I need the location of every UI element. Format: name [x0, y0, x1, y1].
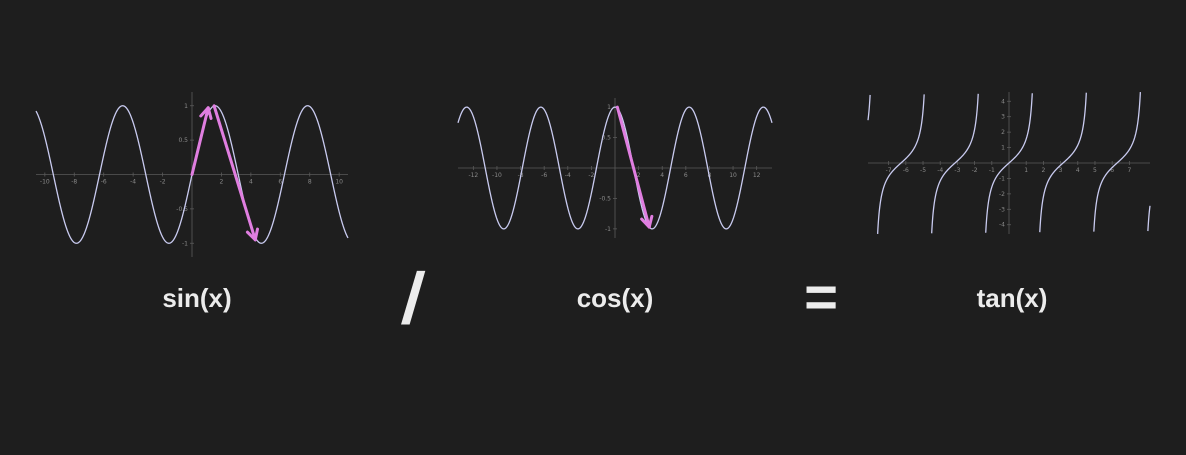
divide-operator: /	[398, 259, 428, 339]
x-tick-label: -3	[954, 167, 960, 174]
x-tick-label: -12	[468, 172, 478, 179]
annotation-arrow-head	[640, 217, 651, 229]
sin-label: sin(x)	[162, 283, 232, 313]
x-tick-label: -1	[989, 167, 995, 174]
y-tick-label: 0.5	[601, 135, 611, 142]
annotation-arrow-shaft	[212, 104, 257, 242]
x-tick-label: 10	[729, 172, 737, 179]
tan-curve	[867, 92, 1151, 234]
tan-chart-svg: -7 -6 -5 -4 -3 -2 -1 1 2 3 4 5 6 7 4 3 2 1 -1 -2 -3 -4	[867, 92, 1151, 234]
sin-chart: -10 -8 -6 -4 -2 2 4 6 8 10 1 0.5 -0.5 -1	[35, 92, 349, 257]
x-tick-label: -8	[71, 179, 77, 186]
x-tick-label: -4	[130, 179, 136, 186]
y-tick-label: 1	[1001, 145, 1005, 152]
equals-operator: =	[804, 265, 838, 330]
x-tick-label: 8	[308, 179, 312, 186]
x-tick-label: 1	[1024, 167, 1028, 174]
x-tick-label: 7	[1127, 167, 1131, 174]
tan-chart: -7 -6 -5 -4 -3 -2 -1 1 2 3 4 5 6 7 4 3 2 1 -1 -2 -3 -4	[867, 92, 1151, 234]
x-tick-label: 4	[1076, 167, 1080, 174]
annotation-arrow-head	[647, 214, 654, 229]
x-tick-label: -10	[492, 172, 502, 179]
x-tick-label: -10	[40, 179, 50, 186]
x-tick-label: 3	[1059, 167, 1063, 174]
x-tick-label: 12	[753, 172, 761, 179]
y-tick-label: -0.5	[599, 195, 611, 202]
cos-label: cos(x)	[576, 283, 654, 313]
y-tick-label: -0.5	[176, 206, 188, 213]
x-tick-label: 2	[1041, 167, 1045, 174]
x-tick-label: -6	[101, 179, 107, 186]
annotation-arrow-head	[206, 106, 213, 120]
cos-chart: -12 -10 -8 -6 -4 -2 2 4 6 8 10 12 1 0.5 -0.5 -1	[457, 98, 773, 238]
x-tick-label: 4	[249, 179, 253, 186]
x-tick-label: -2	[160, 179, 166, 186]
y-tick-label: 1	[607, 104, 611, 111]
y-tick-label: 2	[1001, 129, 1005, 136]
y-tick-label: 0.5	[178, 137, 188, 144]
annotation-arrow-shaft	[190, 106, 210, 176]
y-tick-label: 4	[1001, 98, 1005, 105]
x-tick-label: -5	[920, 167, 926, 174]
x-tick-label: -2	[972, 167, 978, 174]
y-tick-label: 3	[1001, 114, 1005, 121]
x-tick-label: 6	[278, 179, 282, 186]
x-tick-label: 6	[1110, 167, 1114, 174]
x-tick-label: 4	[660, 172, 664, 179]
sin-chart-svg: -10 -8 -6 -4 -2 2 4 6 8 10 1 0.5 -0.5 -1	[35, 92, 349, 257]
annotation-arrow-head	[253, 227, 259, 242]
x-tick-label: -6	[541, 172, 547, 179]
x-tick-label: 2	[220, 179, 224, 186]
x-tick-label: -2	[588, 172, 594, 179]
x-tick-label: -4	[937, 167, 943, 174]
y-tick-label: -3	[999, 206, 1005, 213]
x-tick-label: 5	[1093, 167, 1097, 174]
x-tick-label: 2	[637, 172, 641, 179]
x-tick-label: -4	[565, 172, 571, 179]
x-tick-label: -7	[886, 167, 892, 174]
y-tick-label: -4	[999, 222, 1005, 229]
y-tick-label: 1	[184, 103, 188, 110]
y-tick-label: -1	[182, 240, 188, 247]
annotation-arrow-shaft	[615, 105, 651, 229]
cos-curve	[457, 106, 773, 230]
annotation-arrow-head	[245, 230, 257, 242]
x-tick-label: 6	[684, 172, 688, 179]
y-tick-label: -1	[999, 175, 1005, 182]
x-tick-label: 10	[335, 179, 343, 186]
y-tick-label: -1	[605, 226, 611, 233]
tan-label: tan(x)	[976, 283, 1048, 313]
x-tick-label: -6	[903, 167, 909, 174]
annotation-arrow-head	[199, 106, 210, 118]
y-tick-label: -2	[999, 191, 1005, 198]
